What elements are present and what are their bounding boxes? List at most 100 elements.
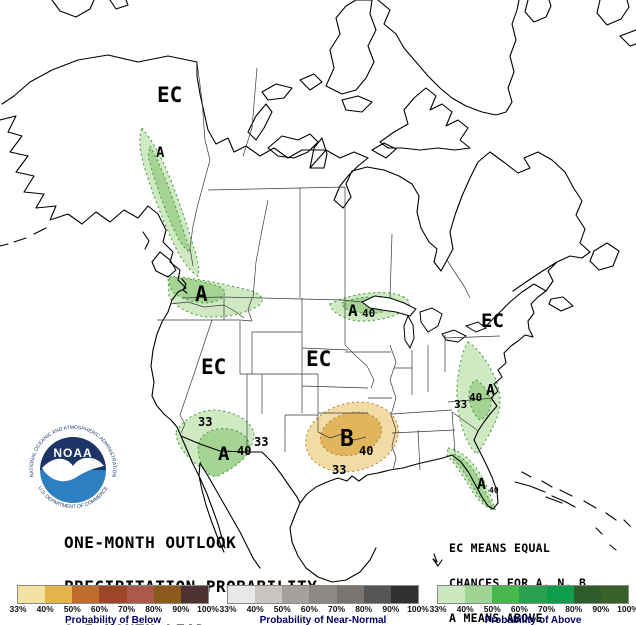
colorbar-swatch [519, 586, 547, 603]
map-label-a: A [218, 443, 230, 465]
colorbar-below-ticks: 33% 40% 50% 60% 70% 80% 90% 100% [9, 603, 218, 614]
colorbar-below-caption: Probability of Below [64, 615, 162, 625]
colorbar-tick-label: 80% [355, 604, 373, 614]
greenland [377, 0, 636, 116]
colorbar-swatch [153, 586, 181, 603]
map-label-ec: EC [201, 355, 226, 379]
colorbar-tick-label: 100% [407, 604, 429, 614]
colorbar-swatch [492, 586, 520, 603]
ec-legend-block: EC MEANS EQUAL CHANCES FOR A, N, B A MEA… [449, 520, 586, 625]
colorbar-below-swatches [17, 585, 209, 604]
coastlines [0, 0, 636, 583]
arctic-islands [247, 0, 471, 159]
political-borders [157, 61, 501, 471]
colorbar-tick-label: 80% [145, 604, 163, 614]
ec-legend-line: EC MEANS EQUAL [449, 541, 551, 556]
lake-michigan [403, 314, 415, 350]
colorbar-tick-label: 70% [118, 604, 136, 614]
colorbar-swatch [309, 586, 337, 603]
colorbar-above-ticks: 33% 40% 50% 60% 70% 80% 90% 100% [429, 603, 636, 614]
colorbar-tick-label: 33% [429, 604, 447, 614]
canada-borders [189, 61, 471, 299]
colorbar-tick-label: 60% [300, 604, 318, 614]
colorbar-tick-label: 33% [9, 604, 27, 614]
chukotka-fragments [51, 0, 129, 18]
caribbean-islands [514, 471, 631, 551]
colorbar-tick-label: 40% [456, 604, 474, 614]
lake-superior [361, 295, 417, 317]
colorbar-tick-label: 60% [510, 604, 528, 614]
colorbar-near-caption: Probability of Near-Normal [259, 615, 387, 625]
colorbar-tick-label: 50% [273, 604, 291, 614]
us-mexico-border [180, 435, 301, 504]
region-above-eastcoast-inner [468, 379, 492, 421]
colorbar-tick-label: 40% [36, 604, 54, 614]
map-label-33: 33 [454, 398, 467, 411]
colorbar-swatch [228, 586, 256, 603]
map-label-40: 40 [469, 391, 482, 404]
map-label-40: 40 [362, 307, 375, 320]
colorbar-tick-label: 70% [328, 604, 346, 614]
us-state-borders [157, 297, 501, 471]
colorbar-swatch [282, 586, 310, 603]
colorbar-swatch [45, 586, 73, 603]
lake-erie [441, 329, 467, 343]
colorbar-swatch [363, 586, 391, 603]
colorbar-swatch [438, 586, 466, 603]
map-label-a: A [486, 381, 495, 399]
map-label-a: A [156, 145, 165, 161]
colorbar-tick-label: 90% [172, 604, 190, 614]
colorbar-swatch [72, 586, 100, 603]
colorbar-swatch [99, 586, 127, 603]
colorbar-swatch [126, 586, 154, 603]
coastline-pacific [142, 231, 261, 569]
colorbar-tick-label: 100% [197, 604, 219, 614]
mexico-yucatan [289, 502, 443, 583]
map-label-40: 40 [237, 444, 251, 458]
colorbar-tick-label: 80% [565, 604, 583, 614]
coastline-alaska [0, 54, 198, 293]
outlook-regions [139, 126, 501, 511]
coastline-labrador-hudson-arctic [196, 61, 591, 272]
title-line: ONE-MONTH OUTLOOK [64, 533, 237, 553]
map-label-a: A [348, 301, 358, 320]
region-above-alaska-panhandle-inner [147, 144, 191, 253]
colorbar-tick-label: 100% [617, 604, 636, 614]
colorbar-swatch [336, 586, 364, 603]
colorbar-tick-label: 40% [246, 604, 264, 614]
region-below-plains-inner [319, 411, 383, 457]
colorbar-swatch [390, 586, 418, 603]
colorbar-swatch [600, 586, 628, 603]
colorbar-above-swatches [437, 585, 629, 604]
colorbar-below: 33% 40% 50% 60% 70% 80% 90% 100% Probability of… [9, 585, 219, 625]
colorbar-tick-label: 70% [538, 604, 556, 614]
colorbar-above-caption: Probability of Above [484, 615, 582, 625]
colorbar-tick-label: 90% [382, 604, 400, 614]
colorbar-near-swatches [227, 585, 419, 604]
colorbar-near-normal: 33% 40% 50% 60% 70% 80% 90% 100% Probability of… [219, 585, 429, 625]
colorbar-swatch [465, 586, 493, 603]
region-above-pnw-inner [168, 276, 226, 304]
ec-legend-line: CHANCES FOR A, N, B [449, 575, 587, 590]
noaa-wordmark: NOAA [53, 446, 92, 460]
map-label-33: 33 [198, 415, 212, 429]
colorbar-swatch [18, 586, 46, 603]
map-label-33: 33 [332, 463, 346, 477]
lake-huron [419, 307, 443, 333]
colorbar-tick-label: 60% [90, 604, 108, 614]
map-label-40: 40 [359, 444, 373, 458]
noaa-logo: NOAA NATIONAL OCEANIC AND ATMOSPHERIC AD… [28, 425, 118, 515]
coastline-maritimes [485, 242, 620, 327]
coastline-gulf-atlantic [299, 290, 547, 510]
lake-ontario [464, 321, 488, 333]
map-label-a: A [477, 475, 486, 493]
colorbar-swatch [180, 586, 208, 603]
map-label-33: 33 [254, 435, 268, 449]
map-label-b: B [340, 426, 354, 452]
great-lakes [361, 295, 488, 350]
colorbar-above: 33% 40% 50% 60% 70% 80% 90% 100% Probability of… [429, 585, 636, 625]
map-label-40: 40 [489, 486, 499, 495]
